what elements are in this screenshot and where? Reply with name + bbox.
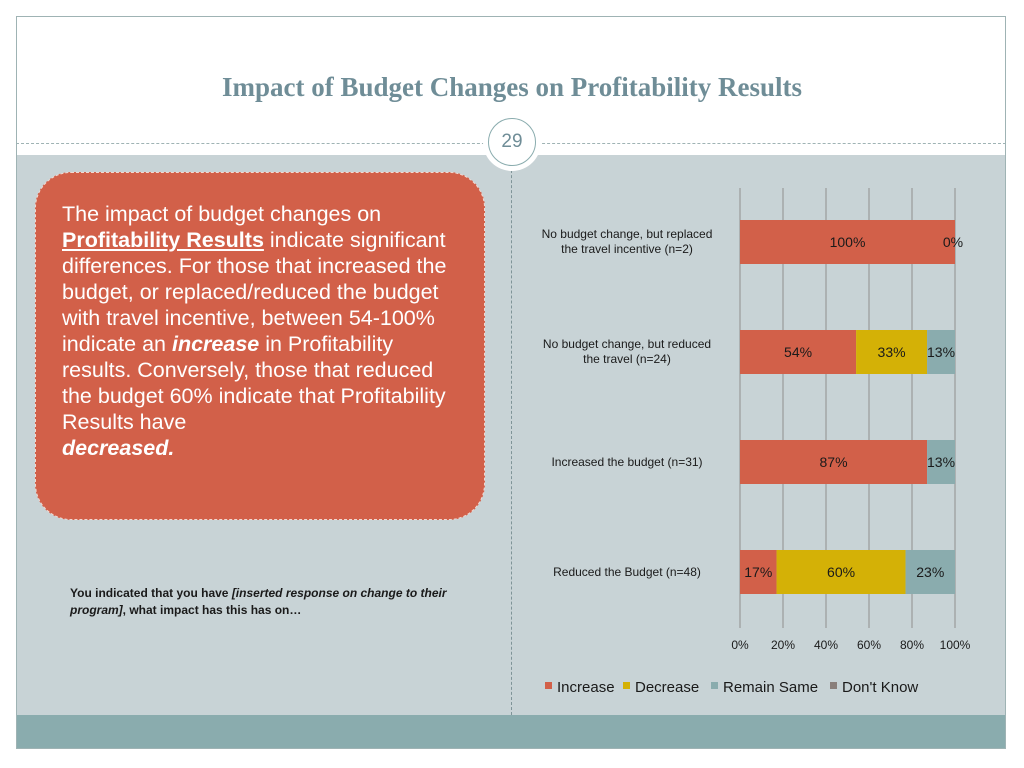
- legend-label: Decrease: [635, 679, 699, 696]
- legend-label: Don't Know: [842, 679, 918, 696]
- x-tick-label: 20%: [771, 638, 795, 652]
- slide-title: Impact of Budget Changes on Profitabilit…: [221, 72, 803, 102]
- legend-label: Increase: [557, 679, 615, 696]
- summary-callout: The impact of budget changes on Profitab…: [35, 172, 485, 520]
- callout-emphasis-profitability: Profitability Results: [62, 228, 264, 252]
- x-tick-label: 80%: [900, 638, 924, 652]
- data-label: 87%: [820, 454, 848, 470]
- category-label: Reduced the Budget (n=48): [553, 565, 701, 579]
- x-tick-label: 0%: [731, 638, 749, 652]
- data-label: 60%: [827, 564, 855, 580]
- x-tick-label: 40%: [814, 638, 838, 652]
- note-text-1: You indicated that you have: [70, 586, 232, 600]
- callout-text-2: indicate significant differences. For th…: [62, 228, 447, 356]
- bar-segment: [740, 550, 777, 594]
- bar-segment: [856, 330, 928, 374]
- data-label: 13%: [927, 454, 955, 470]
- legend-swatch: [623, 682, 630, 689]
- callout-emphasis-increase: increase: [171, 332, 260, 356]
- category-label: No budget change, but replaced the travel…: [542, 227, 713, 256]
- bar-segment: [740, 440, 928, 484]
- category-label: No budget change, but reduced the travel …: [543, 337, 711, 366]
- note-text-2: , what impact has this has on…: [122, 603, 302, 617]
- footer-bar: [17, 715, 1005, 748]
- x-tick-label: 100%: [940, 638, 971, 652]
- bar-segment: [927, 330, 955, 374]
- bar-segment: [740, 330, 857, 374]
- x-tick-label: 60%: [857, 638, 881, 652]
- data-label: 54%: [784, 344, 812, 360]
- bar-segment: [740, 220, 955, 264]
- data-label: 23%: [916, 564, 944, 580]
- legend-swatch: [711, 682, 718, 689]
- data-label: 17%: [744, 564, 772, 580]
- category-label: Increased the budget (n=31): [551, 455, 702, 469]
- legend-swatch: [545, 682, 552, 689]
- page-number: 29: [488, 118, 536, 166]
- data-label: 13%: [927, 344, 955, 360]
- bar-segment: [776, 550, 906, 594]
- note-italic: [inserted response on change to their pr…: [70, 586, 447, 617]
- survey-question-note: You indicated that you have [inserted re…: [70, 585, 460, 619]
- bar-segment: [905, 550, 955, 594]
- vertical-divider: [511, 155, 512, 715]
- data-label: 33%: [878, 344, 906, 360]
- callout-text-1: The impact of budget changes on: [62, 202, 382, 226]
- data-label: 100%: [830, 234, 866, 250]
- callout-emphasis-decreased: decreased.: [62, 436, 175, 460]
- bar-segment: [927, 440, 955, 484]
- legend-swatch: [830, 682, 837, 689]
- legend-label: Remain Same: [723, 679, 818, 696]
- data-label: 0%: [943, 234, 963, 250]
- callout-text-3: in Profitability results. Conversely, th…: [62, 332, 446, 434]
